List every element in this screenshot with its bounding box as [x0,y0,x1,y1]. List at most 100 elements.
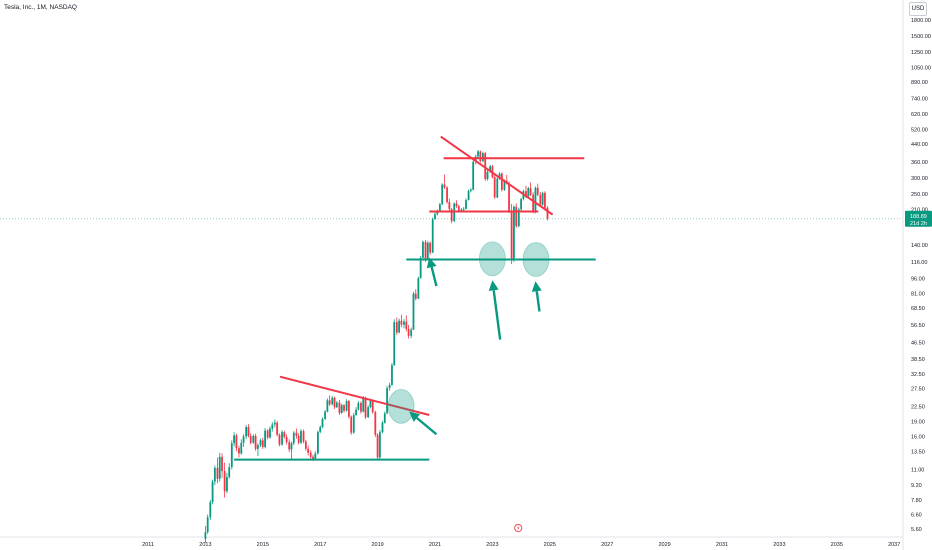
drawings[interactable] [0,135,903,461]
red-trendline[interactable] [279,375,430,416]
candle [333,396,336,410]
candle [422,240,424,259]
candle [283,430,286,439]
x-tick-label: 2033 [773,542,785,548]
candle [520,197,522,211]
candle [374,410,377,437]
y-tick-label: 56.50 [911,323,925,329]
candle [500,172,503,192]
y-tick-label: 7.80 [911,498,922,504]
candle [410,327,413,339]
candle [328,395,331,406]
highlight-circle[interactable] [478,241,506,277]
candle [412,291,415,331]
arrow[interactable] [426,257,438,287]
candle [405,315,408,332]
candle [242,434,245,447]
candle [355,407,357,416]
y-tick-label: 140.00 [911,243,928,249]
candle [391,362,393,386]
y-tick-label: 22.50 [911,404,925,410]
y-tick-label: 16.00 [911,434,925,440]
candle [309,450,312,459]
y-tick-label: 13.50 [911,449,925,455]
candle [532,192,535,214]
arrow[interactable] [531,281,542,312]
x-tick-label: 2027 [601,542,613,548]
candle [400,314,403,328]
candle [261,437,264,449]
candle [403,319,405,329]
candle [249,433,252,445]
y-tick-label: 890.00 [911,80,928,86]
currency-button[interactable]: USD [909,2,927,16]
x-tick-label: 2023 [486,542,498,548]
candle [245,425,248,440]
candle [343,404,345,413]
y-tick-label: 46.50 [911,340,925,346]
current-price-value: 188.89 [910,214,927,220]
y-tick-label: 300.00 [911,176,928,182]
y-tick-label: 96.00 [911,276,925,282]
candle [424,239,427,262]
highlight-circle[interactable] [522,242,550,277]
candle [230,440,233,470]
candle [536,183,539,197]
candle [393,319,396,366]
y-tick-label: 1800.00 [911,18,931,24]
candle [209,499,212,521]
candle [510,203,513,264]
y-tick-label: 38.50 [911,357,925,363]
candle [541,191,544,207]
candle [467,189,470,201]
y-tick-label: 9.20 [911,483,922,489]
candles [204,150,549,543]
candle [228,463,231,479]
candle [429,241,432,255]
candle [352,412,355,434]
candle [295,428,298,439]
red-trendline[interactable] [440,135,554,216]
earnings-event-icon[interactable] [514,523,523,533]
candle [238,445,240,458]
candle [335,401,338,408]
candle [515,203,518,228]
y-axis[interactable]: 1800.00 1500.00 1250.00 1050.00 890.00 740.00… [905,18,932,533]
candle [469,188,472,193]
arrow[interactable] [488,280,502,340]
x-tick-label: 2031 [716,542,728,548]
candle [233,432,235,447]
y-tick-label: 740.00 [911,96,928,102]
candle [450,208,453,224]
x-tick-label: 2015 [257,542,269,548]
candle [264,428,266,449]
y-tick-label: 6.60 [911,513,922,519]
candle [300,429,302,444]
candle [221,453,223,478]
candle [345,399,348,412]
x-tick-label: 2013 [199,542,211,548]
arrow[interactable] [409,411,438,436]
candle [378,430,381,459]
candle [348,399,350,419]
candle [386,385,388,415]
candle [472,160,475,191]
candle [204,525,207,543]
candle [288,439,291,453]
candle [319,425,322,434]
y-tick-label: 520.00 [911,127,928,133]
y-tick-label: 250.00 [911,192,928,198]
highlight-circle[interactable] [387,388,415,424]
candle [357,401,360,411]
candle [331,396,334,406]
candle [465,198,467,210]
candle [493,173,496,199]
y-tick-label: 68.50 [911,306,925,312]
current-price-countdown: 21d 2h [910,221,927,227]
candle [477,150,479,159]
candle [290,441,293,460]
x-axis[interactable]: 2011 2013 2015 2017 2019 2021 2023 2025 2027 2029… [142,542,900,548]
candle [395,317,398,335]
